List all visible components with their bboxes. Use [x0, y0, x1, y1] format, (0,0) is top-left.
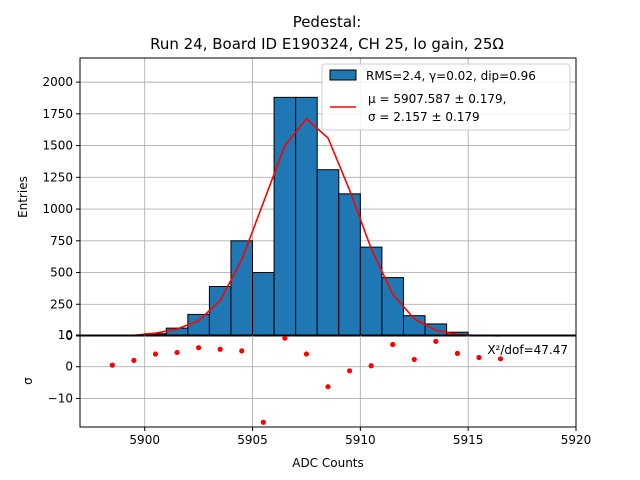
residual-point — [131, 357, 137, 363]
residual-point — [282, 335, 288, 341]
histogram-y-tick-label: 1250 — [42, 170, 73, 184]
residual-y-tick-label: 10 — [58, 328, 73, 342]
histogram-panel: 0 250 500 750 1000 1250 1500 1750 2000 Entries — [16, 57, 577, 343]
residual-point — [433, 338, 439, 344]
residual-point — [109, 362, 115, 368]
residual-point — [346, 368, 353, 374]
gaussian-fit-line — [112, 117, 501, 337]
x-tick-label: 5915 — [453, 433, 484, 447]
residual-point — [476, 354, 482, 361]
legend-histogram-swatch — [329, 69, 357, 81]
x-tick-label: 5900 — [129, 433, 160, 447]
residual-point — [368, 363, 374, 369]
residual-y-tick-label: 0 — [65, 360, 73, 374]
histogram-y-tick-label: 1000 — [42, 202, 73, 216]
histogram-y-tick-label: 1500 — [42, 139, 73, 153]
histogram-bar — [187, 313, 210, 337]
residual-point — [152, 351, 159, 357]
histogram-bar — [230, 240, 254, 337]
histogram-bar — [381, 277, 404, 337]
histogram-axes-frame — [79, 57, 577, 337]
residual-point — [260, 419, 266, 425]
residual-annotation: X²/dof=47.47 — [487, 343, 568, 357]
residual-point — [196, 345, 202, 351]
residual-point — [497, 356, 504, 362]
residual-y-tick-label: −10 — [48, 391, 73, 405]
x-tick-label: 5905 — [237, 433, 268, 447]
histogram-y-tick-label: 500 — [50, 266, 73, 280]
histogram-y-tick-label: 750 — [50, 234, 73, 248]
x-tick-label: 5910 — [345, 433, 376, 447]
histogram-y-tick-label: 250 — [50, 297, 73, 311]
gaussian-fit-polyline — [112, 117, 501, 337]
legend-fit-label-line2: σ = 2.157 ± 0.179 — [368, 110, 480, 124]
histogram-bar — [208, 285, 232, 337]
legend-histogram-label: RMS=2.4, γ=0.02, dip=0.96 — [366, 69, 536, 83]
residual-point — [174, 349, 180, 356]
legend: RMS=2.4, γ=0.02, dip=0.96 μ = 5907.587 ±… — [321, 63, 571, 131]
residual-points — [109, 335, 504, 425]
residual-point — [239, 348, 245, 354]
legend-box — [321, 63, 571, 131]
residual-point — [303, 351, 310, 357]
histogram-y-tick-label: 2000 — [42, 75, 73, 89]
chart-title-line2: Run 24, Board ID E190324, CH 25, lo gain… — [150, 35, 504, 53]
histogram-bar — [338, 193, 361, 337]
residual-x-ticks: 5900 5905 5910 5915 5920 — [129, 427, 591, 447]
chart-title-line1: Pedestal: — [293, 13, 362, 31]
histogram-y-tick-label: 0 — [65, 329, 73, 343]
histogram-bar — [273, 96, 297, 337]
residual-point — [217, 346, 223, 352]
legend-fit-label-line1: μ = 5907.587 ± 0.179, — [368, 92, 506, 106]
residual-point — [390, 341, 396, 348]
histogram-y-ticks: 0 250 500 750 1000 1250 1500 1750 2000 — [42, 75, 80, 343]
histogram-bar — [295, 96, 318, 337]
histogram-bar — [252, 272, 275, 337]
histogram-bar — [316, 169, 340, 337]
x-axis-label: ADC Counts — [292, 456, 364, 470]
residual-point — [454, 350, 460, 356]
residual-axes-frame — [79, 334, 577, 428]
histogram-bar — [359, 246, 383, 337]
residual-y-label: σ — [21, 377, 35, 385]
x-tick-label: 5920 — [561, 433, 592, 447]
histogram-y-tick-label: 1750 — [42, 107, 73, 121]
histogram-y-label: Entries — [16, 176, 30, 218]
residual-point — [411, 356, 417, 363]
histogram-bars — [101, 96, 534, 337]
residual-point — [325, 384, 331, 390]
